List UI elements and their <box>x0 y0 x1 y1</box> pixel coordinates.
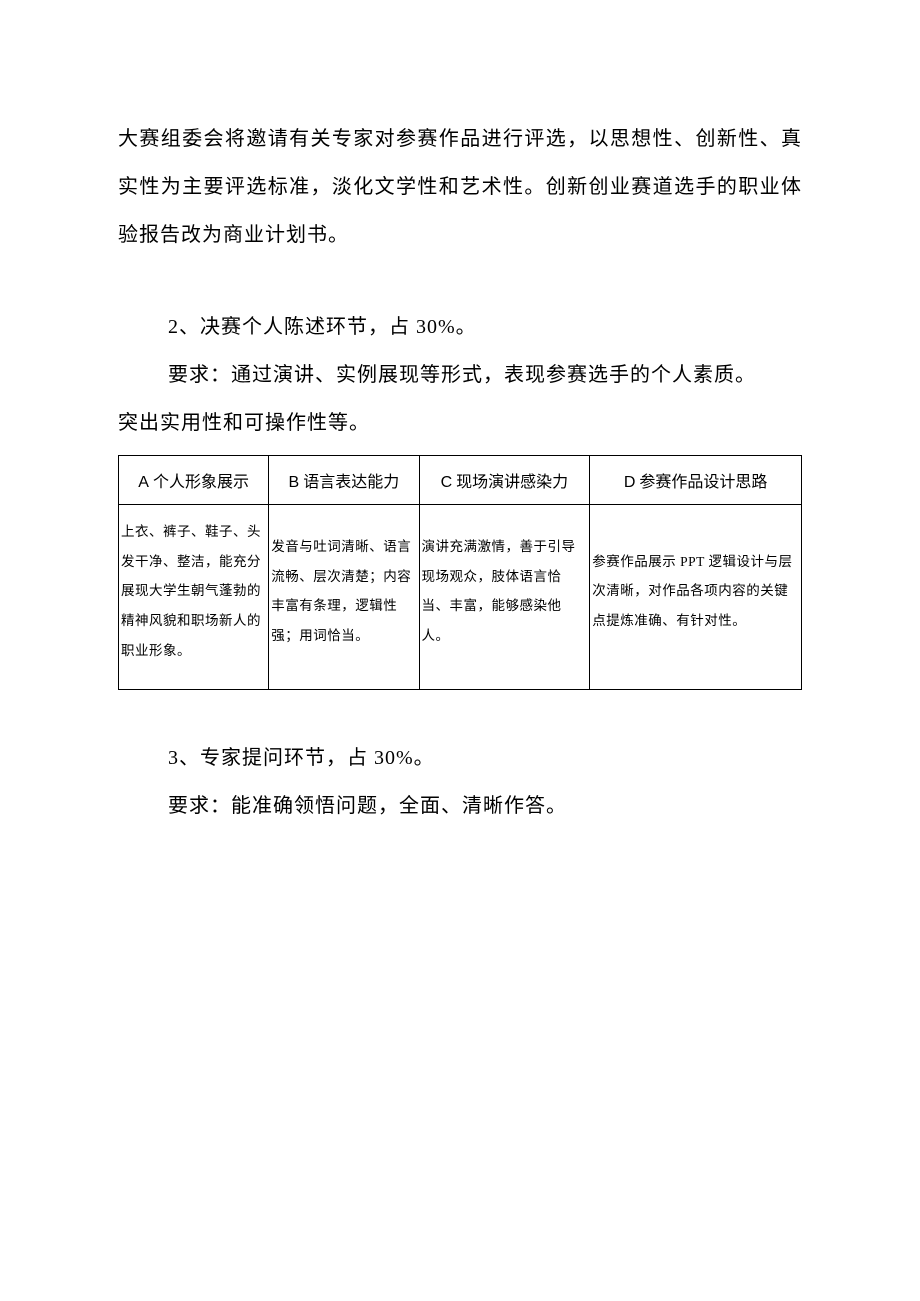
table-header-b: B 语言表达能力 <box>269 456 419 505</box>
table-header-a: A 个人形象展示 <box>119 456 269 505</box>
table-header-a-text: 个人形象展示 <box>149 474 249 491</box>
table-header-d-text: 参赛作品设计思路 <box>635 474 767 491</box>
table-row: 上衣、裤子、鞋子、头发干净、整洁，能充分展现大学生朝气蓬勃的精神风貌和职场新人的… <box>119 505 802 690</box>
section-3-title: 3、专家提问环节，占 30%。 <box>118 734 802 782</box>
table-header-c: C 现场演讲感染力 <box>419 456 590 505</box>
criteria-table: A 个人形象展示 B 语言表达能力 C 现场演讲感染力 D 参赛作品设计思路 上… <box>118 455 802 690</box>
table-header-c-letter: C <box>441 474 453 491</box>
section-2-title: 2、决赛个人陈述环节，占 30%。 <box>118 303 802 351</box>
table-cell-c: 演讲充满激情，善于引导现场观众，肢体语言恰当、丰富，能够感染他人。 <box>419 505 590 690</box>
table-header-a-letter: A <box>138 474 149 491</box>
table-header-c-text: 现场演讲感染力 <box>452 474 568 491</box>
table-header-b-letter: B <box>289 474 300 491</box>
section-2-requirement-line1: 要求：通过演讲、实例展现等形式，表现参赛选手的个人素质。 <box>118 351 802 399</box>
intro-paragraph: 大赛组委会将邀请有关专家对参赛作品进行评选，以思想性、创新性、真实性为主要评选标… <box>118 115 802 259</box>
section-2-requirement-line2: 突出实用性和可操作性等。 <box>118 399 802 447</box>
table-header-row: A 个人形象展示 B 语言表达能力 C 现场演讲感染力 D 参赛作品设计思路 <box>119 456 802 505</box>
table-cell-b: 发音与吐词清晰、语言流畅、层次清楚；内容丰富有条理，逻辑性强；用词恰当。 <box>269 505 419 690</box>
table-header-d: D 参赛作品设计思路 <box>590 456 802 505</box>
table-header-d-letter: D <box>624 474 636 491</box>
table-cell-d: 参赛作品展示 PPT 逻辑设计与层次清晰，对作品各项内容的关键点提炼准确、有针对… <box>590 505 802 690</box>
section-3: 3、专家提问环节，占 30%。 要求：能准确领悟问题，全面、清晰作答。 <box>118 734 802 830</box>
section-3-requirement: 要求：能准确领悟问题，全面、清晰作答。 <box>118 782 802 830</box>
section-2: 2、决赛个人陈述环节，占 30%。 要求：通过演讲、实例展现等形式，表现参赛选手… <box>118 303 802 690</box>
table-header-b-text: 语言表达能力 <box>299 474 399 491</box>
table-cell-a: 上衣、裤子、鞋子、头发干净、整洁，能充分展现大学生朝气蓬勃的精神风貌和职场新人的… <box>119 505 269 690</box>
